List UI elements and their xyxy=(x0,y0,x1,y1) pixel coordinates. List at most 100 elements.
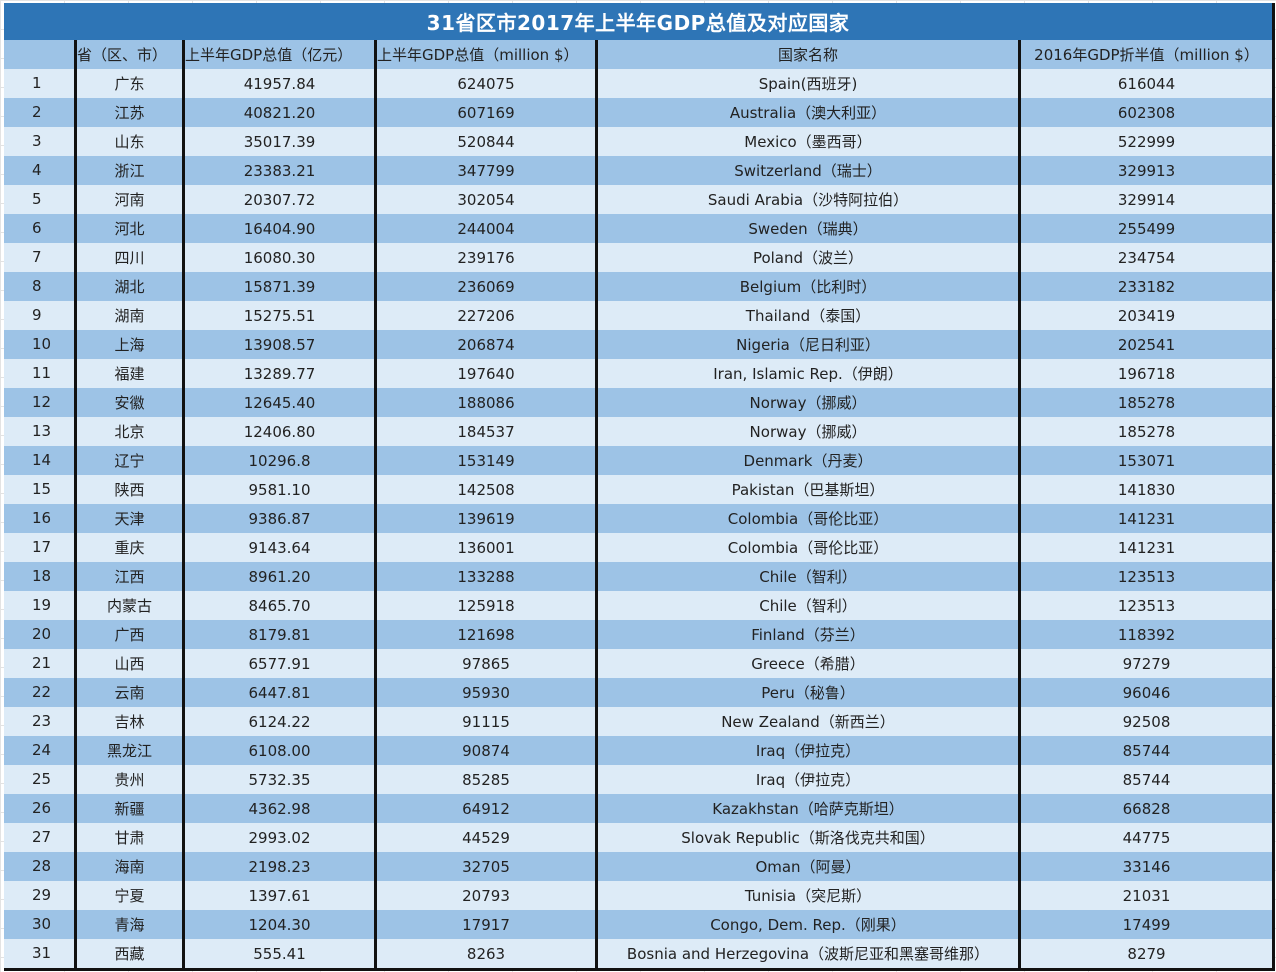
cell-gdp-usd[interactable]: 95930 xyxy=(375,678,598,707)
cell-index[interactable]: 11 xyxy=(4,359,77,388)
cell-country-gdp[interactable]: 141231 xyxy=(1019,533,1272,562)
cell-index[interactable]: 16 xyxy=(4,504,77,533)
cell-country-gdp[interactable]: 21031 xyxy=(1019,881,1272,910)
cell-gdp-cny[interactable]: 12645.40 xyxy=(183,388,377,417)
cell-country-gdp[interactable]: 602308 xyxy=(1019,98,1272,127)
cell-province[interactable]: 辽宁 xyxy=(75,446,185,475)
cell-gdp-usd[interactable]: 85285 xyxy=(375,765,598,794)
cell-gdp-cny[interactable]: 6124.22 xyxy=(183,707,377,736)
cell-country-gdp[interactable]: 123513 xyxy=(1019,591,1272,620)
cell-index[interactable]: 9 xyxy=(4,301,77,330)
cell-country-gdp[interactable]: 118392 xyxy=(1019,620,1272,649)
cell-gdp-usd[interactable]: 142508 xyxy=(375,475,598,504)
cell-gdp-cny[interactable]: 6577.91 xyxy=(183,649,377,678)
cell-index[interactable]: 7 xyxy=(4,243,77,272)
cell-country-gdp[interactable]: 96046 xyxy=(1019,678,1272,707)
cell-province[interactable]: 福建 xyxy=(75,359,185,388)
cell-country-gdp[interactable]: 141830 xyxy=(1019,475,1272,504)
cell-province[interactable]: 宁夏 xyxy=(75,881,185,910)
cell-country[interactable]: Colombia（哥伦比亚） xyxy=(596,533,1021,562)
cell-gdp-cny[interactable]: 16080.30 xyxy=(183,243,377,272)
header-index[interactable] xyxy=(4,40,77,69)
cell-index[interactable]: 26 xyxy=(4,794,77,823)
cell-index[interactable]: 18 xyxy=(4,562,77,591)
cell-country-gdp[interactable]: 255499 xyxy=(1019,214,1272,243)
cell-province[interactable]: 北京 xyxy=(75,417,185,446)
cell-country[interactable]: Slovak Republic（斯洛伐克共和国） xyxy=(596,823,1021,852)
cell-index[interactable]: 28 xyxy=(4,852,77,881)
cell-gdp-usd[interactable]: 197640 xyxy=(375,359,598,388)
cell-country[interactable]: Peru（秘鲁） xyxy=(596,678,1021,707)
cell-index[interactable]: 27 xyxy=(4,823,77,852)
cell-gdp-cny[interactable]: 1397.61 xyxy=(183,881,377,910)
cell-gdp-usd[interactable]: 125918 xyxy=(375,591,598,620)
cell-country[interactable]: Iran, Islamic Rep.（伊朗） xyxy=(596,359,1021,388)
cell-province[interactable]: 云南 xyxy=(75,678,185,707)
cell-gdp-usd[interactable]: 624075 xyxy=(375,69,598,98)
cell-province[interactable]: 广西 xyxy=(75,620,185,649)
cell-country[interactable]: Sweden（瑞典） xyxy=(596,214,1021,243)
cell-index[interactable]: 6 xyxy=(4,214,77,243)
cell-province[interactable]: 山东 xyxy=(75,127,185,156)
cell-province[interactable]: 浙江 xyxy=(75,156,185,185)
cell-gdp-usd[interactable]: 302054 xyxy=(375,185,598,214)
cell-country-gdp[interactable]: 123513 xyxy=(1019,562,1272,591)
cell-province[interactable]: 海南 xyxy=(75,852,185,881)
cell-country-gdp[interactable]: 329913 xyxy=(1019,156,1272,185)
cell-country-gdp[interactable]: 8279 xyxy=(1019,939,1272,968)
cell-index[interactable]: 2 xyxy=(4,98,77,127)
cell-province[interactable]: 湖北 xyxy=(75,272,185,301)
cell-country[interactable]: Chile（智利） xyxy=(596,562,1021,591)
header-country[interactable]: 国家名称 xyxy=(596,40,1021,69)
cell-gdp-cny[interactable]: 8179.81 xyxy=(183,620,377,649)
cell-gdp-usd[interactable]: 97865 xyxy=(375,649,598,678)
cell-country[interactable]: Poland（波兰） xyxy=(596,243,1021,272)
cell-index[interactable]: 23 xyxy=(4,707,77,736)
cell-index[interactable]: 25 xyxy=(4,765,77,794)
cell-country-gdp[interactable]: 202541 xyxy=(1019,330,1272,359)
cell-gdp-usd[interactable]: 91115 xyxy=(375,707,598,736)
cell-country-gdp[interactable]: 85744 xyxy=(1019,765,1272,794)
cell-country-gdp[interactable]: 234754 xyxy=(1019,243,1272,272)
cell-province[interactable]: 河南 xyxy=(75,185,185,214)
cell-gdp-usd[interactable]: 139619 xyxy=(375,504,598,533)
cell-country-gdp[interactable]: 85744 xyxy=(1019,736,1272,765)
cell-gdp-cny[interactable]: 6447.81 xyxy=(183,678,377,707)
cell-country[interactable]: Mexico（墨西哥） xyxy=(596,127,1021,156)
cell-gdp-cny[interactable]: 41957.84 xyxy=(183,69,377,98)
cell-gdp-cny[interactable]: 13908.57 xyxy=(183,330,377,359)
cell-gdp-usd[interactable]: 184537 xyxy=(375,417,598,446)
cell-index[interactable]: 5 xyxy=(4,185,77,214)
cell-gdp-usd[interactable]: 90874 xyxy=(375,736,598,765)
cell-gdp-cny[interactable]: 6108.00 xyxy=(183,736,377,765)
cell-gdp-cny[interactable]: 40821.20 xyxy=(183,98,377,127)
cell-gdp-cny[interactable]: 8465.70 xyxy=(183,591,377,620)
cell-index[interactable]: 29 xyxy=(4,881,77,910)
cell-province[interactable]: 广东 xyxy=(75,69,185,98)
cell-country[interactable]: Pakistan（巴基斯坦） xyxy=(596,475,1021,504)
cell-province[interactable]: 重庆 xyxy=(75,533,185,562)
table-title[interactable]: 31省区市2017年上半年GDP总值及对应国家 xyxy=(4,3,1272,40)
cell-index[interactable]: 3 xyxy=(4,127,77,156)
cell-country[interactable]: Iraq（伊拉克） xyxy=(596,765,1021,794)
cell-country[interactable]: Norway（挪威） xyxy=(596,417,1021,446)
cell-index[interactable]: 15 xyxy=(4,475,77,504)
cell-gdp-cny[interactable]: 35017.39 xyxy=(183,127,377,156)
cell-country-gdp[interactable]: 92508 xyxy=(1019,707,1272,736)
cell-country-gdp[interactable]: 522999 xyxy=(1019,127,1272,156)
cell-province[interactable]: 陕西 xyxy=(75,475,185,504)
cell-country-gdp[interactable]: 141231 xyxy=(1019,504,1272,533)
cell-province[interactable]: 山西 xyxy=(75,649,185,678)
cell-index[interactable]: 8 xyxy=(4,272,77,301)
cell-country-gdp[interactable]: 44775 xyxy=(1019,823,1272,852)
cell-country[interactable]: Colombia（哥伦比亚） xyxy=(596,504,1021,533)
cell-country[interactable]: Greece（希腊） xyxy=(596,649,1021,678)
cell-gdp-usd[interactable]: 239176 xyxy=(375,243,598,272)
cell-gdp-usd[interactable]: 227206 xyxy=(375,301,598,330)
cell-gdp-cny[interactable]: 4362.98 xyxy=(183,794,377,823)
cell-index[interactable]: 12 xyxy=(4,388,77,417)
cell-province[interactable]: 湖南 xyxy=(75,301,185,330)
cell-province[interactable]: 上海 xyxy=(75,330,185,359)
cell-country[interactable]: Belgium（比利时） xyxy=(596,272,1021,301)
cell-gdp-usd[interactable]: 206874 xyxy=(375,330,598,359)
